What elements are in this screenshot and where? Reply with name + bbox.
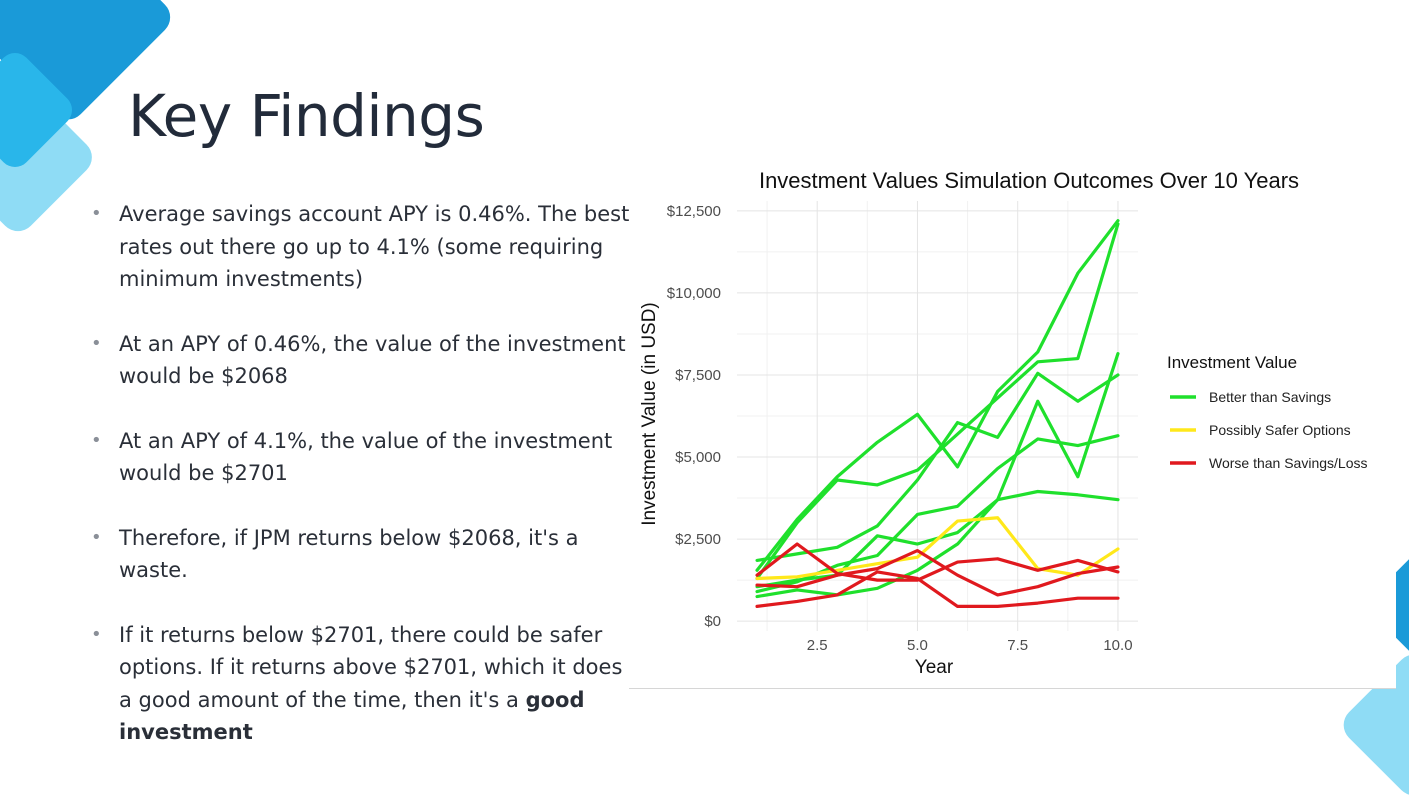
y-tick-label: $5,000 <box>675 449 721 466</box>
finding-text: If it returns below $2701, there could b… <box>119 622 623 712</box>
deco-shape-light <box>0 83 92 232</box>
series-line <box>755 570 1120 608</box>
x-tick-label: 2.5 <box>807 637 828 654</box>
chart-card: Investment Values Simulation Outcomes Ov… <box>629 156 1396 689</box>
finding-item: If it returns below $2701, there could b… <box>88 619 633 749</box>
chart-legend: Investment Value Better than Savings Poss… <box>1167 353 1368 471</box>
finding-text: Average savings account APY is 0.46%. Th… <box>119 202 630 291</box>
chart-title: Investment Values Simulation Outcomes Ov… <box>759 168 1299 193</box>
series-line <box>755 516 1120 581</box>
finding-item: Average savings account APY is 0.46%. Th… <box>88 198 633 296</box>
investment-chart: Investment Values Simulation Outcomes Ov… <box>639 168 1368 678</box>
series-line <box>755 434 1120 594</box>
finding-text: At an APY of 4.1%, the value of the inve… <box>119 428 613 486</box>
y-tick-labels: $0 $2,500 $5,000 $7,500 $10,000 $12,500 <box>667 203 721 630</box>
finding-item: At an APY of 0.46%, the value of the inv… <box>88 328 633 393</box>
finding-emphasis: good investment <box>119 687 585 745</box>
legend-label: Possibly Safer Options <box>1209 422 1351 438</box>
finding-text: At an APY of 0.46%, the value of the inv… <box>119 331 626 389</box>
series-line <box>755 489 1120 599</box>
slide-title: Key Findings <box>128 82 485 150</box>
x-tick-label: 5.0 <box>907 637 928 654</box>
series-line <box>755 222 1120 581</box>
x-tick-label: 10.0 <box>1103 637 1132 654</box>
x-tick-labels: 2.5 5.0 7.5 10.0 <box>807 637 1133 654</box>
y-tick-label: $0 <box>704 613 721 630</box>
finding-item: Therefore, if JPM returns below $2068, i… <box>88 522 633 587</box>
x-axis-label: Year <box>915 657 954 678</box>
y-tick-label: $2,500 <box>675 531 721 548</box>
y-tick-label: $7,500 <box>675 367 721 384</box>
findings-list: Average savings account APY is 0.46%. Th… <box>88 198 633 781</box>
series-line <box>755 548 1120 597</box>
x-tick-label: 7.5 <box>1007 637 1028 654</box>
finding-item: At an APY of 4.1%, the value of the inve… <box>88 425 633 490</box>
series-line <box>755 371 1120 563</box>
series-line <box>755 219 1120 572</box>
legend-title: Investment Value <box>1167 353 1297 372</box>
y-tick-label: $10,000 <box>667 285 721 302</box>
series-line <box>755 542 1120 582</box>
y-tick-label: $12,500 <box>667 203 721 220</box>
legend-label: Better than Savings <box>1209 389 1331 405</box>
chart-series-lines <box>755 219 1120 608</box>
deco-shape-mid <box>0 52 73 168</box>
legend-label: Worse than Savings/Loss <box>1209 455 1368 471</box>
finding-text: Therefore, if JPM returns below $2068, i… <box>119 525 579 583</box>
y-axis-label: Investment Value (in USD) <box>639 302 660 526</box>
chart-grid <box>737 201 1138 631</box>
